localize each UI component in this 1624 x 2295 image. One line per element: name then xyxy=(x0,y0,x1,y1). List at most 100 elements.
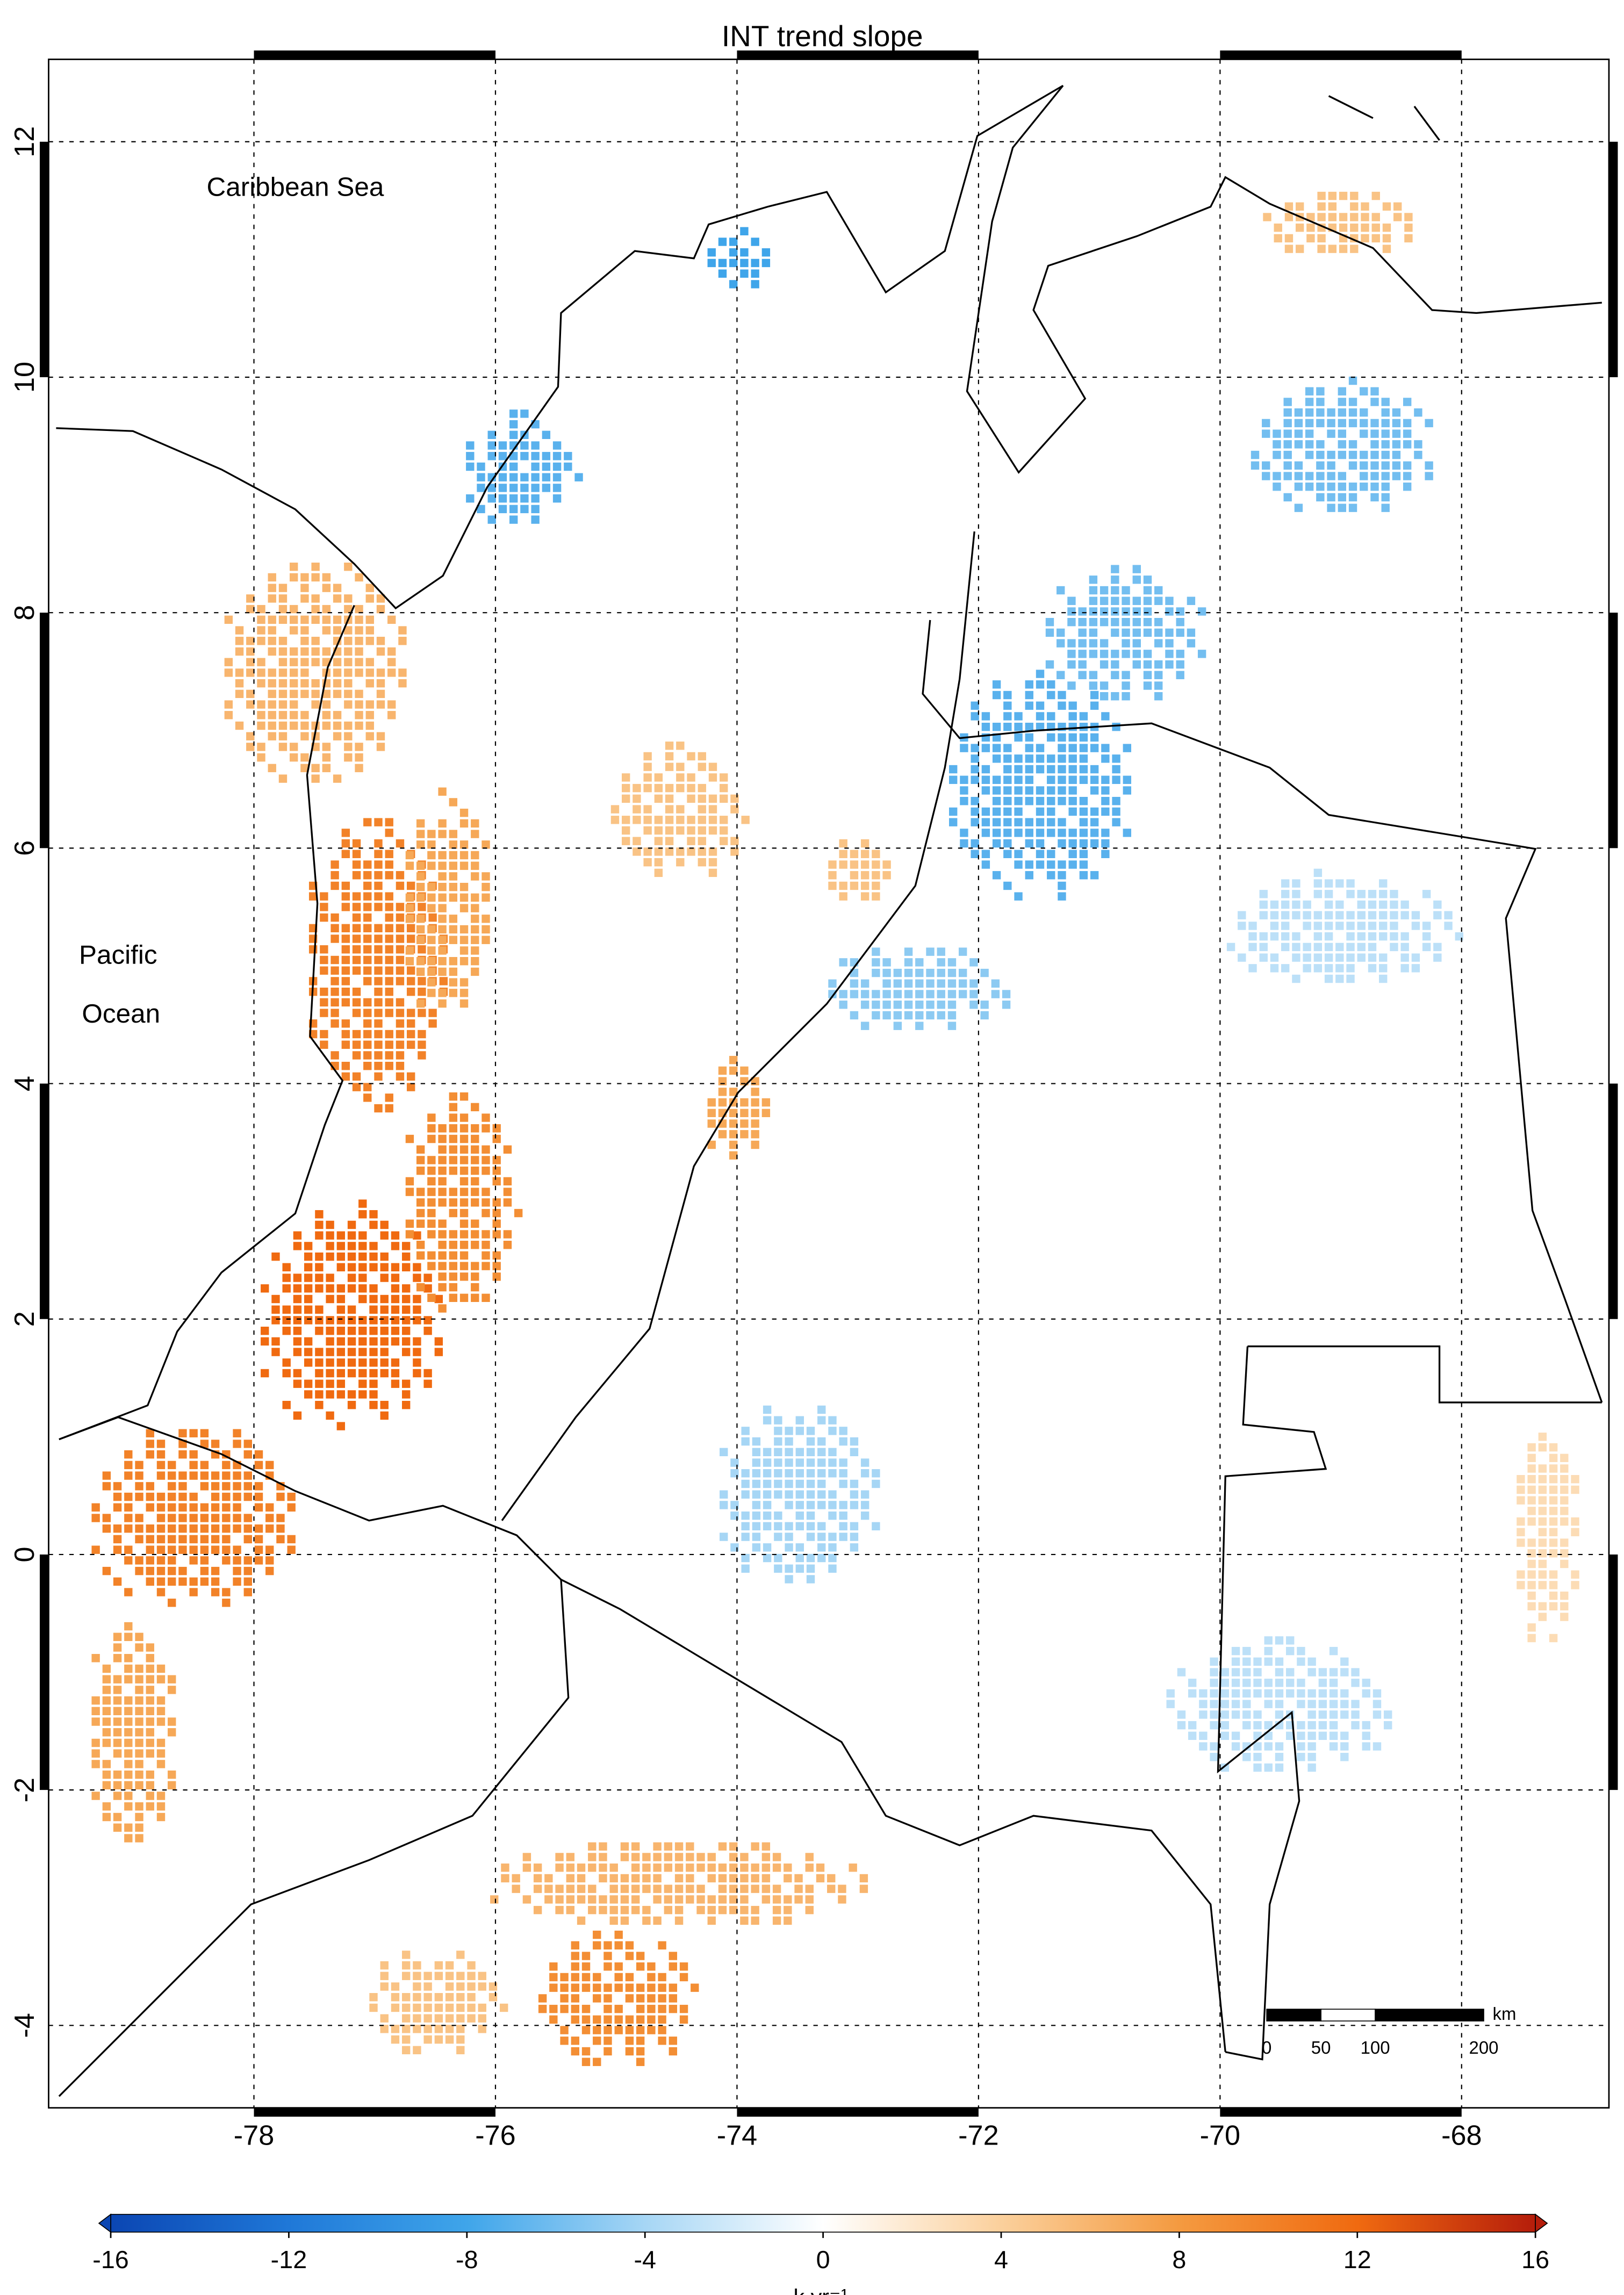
data-cell xyxy=(471,830,479,838)
data-cell xyxy=(603,2004,612,2013)
data-cell xyxy=(113,1717,122,1726)
data-cell xyxy=(91,1654,100,1663)
data-cell xyxy=(222,1599,231,1607)
data-cell xyxy=(1122,628,1130,637)
data-cell xyxy=(806,1511,815,1520)
data-cell xyxy=(418,945,426,954)
data-cell xyxy=(774,1458,782,1467)
data-cell xyxy=(1132,596,1141,605)
data-cell xyxy=(374,860,383,869)
data-cell xyxy=(341,881,350,890)
data-cell xyxy=(1571,1475,1579,1484)
data-cell xyxy=(320,903,328,911)
data-cell xyxy=(369,1252,378,1261)
data-cell xyxy=(1357,932,1366,941)
data-cell xyxy=(1527,1634,1536,1643)
data-cell xyxy=(1422,932,1431,941)
data-cell xyxy=(482,1251,490,1260)
data-cell xyxy=(520,494,529,503)
data-cell xyxy=(124,1654,133,1663)
data-cell xyxy=(720,794,728,803)
data-cell xyxy=(1270,953,1279,962)
data-cell xyxy=(113,1654,122,1663)
data-cell xyxy=(708,868,717,877)
data-cell xyxy=(333,679,342,688)
data-cell xyxy=(665,837,674,845)
data-cell xyxy=(265,1566,274,1575)
data-cell xyxy=(828,860,837,869)
data-cell xyxy=(676,805,685,814)
data-cell xyxy=(418,1030,426,1039)
data-cell xyxy=(981,807,990,816)
data-cell xyxy=(1339,244,1348,253)
data-cell xyxy=(1318,1668,1327,1677)
data-cell xyxy=(449,1241,458,1249)
data-cell xyxy=(751,258,759,268)
data-cell xyxy=(396,871,405,880)
data-cell xyxy=(707,1109,716,1118)
data-cell xyxy=(102,1760,111,1768)
data-cell xyxy=(1143,607,1152,616)
data-cell xyxy=(352,934,361,943)
data-cell xyxy=(326,1274,334,1282)
data-cell xyxy=(1560,1507,1569,1515)
data-cell xyxy=(1014,892,1023,901)
data-cell xyxy=(336,1294,346,1304)
data-cell xyxy=(1259,953,1268,962)
data-cell xyxy=(385,829,393,837)
data-cell xyxy=(113,1545,122,1554)
data-cell xyxy=(91,1503,100,1512)
data-cell xyxy=(352,839,361,848)
data-cell xyxy=(471,1188,479,1196)
data-cell xyxy=(1284,234,1294,243)
data-cell xyxy=(347,1400,356,1409)
data-cell xyxy=(344,689,353,699)
y-tick-label: 12 xyxy=(9,126,40,157)
data-cell xyxy=(333,668,342,677)
data-cell xyxy=(385,934,393,943)
data-cell xyxy=(222,1450,231,1459)
data-cell xyxy=(696,1864,705,1872)
data-cell xyxy=(124,1514,133,1522)
data-cell xyxy=(1231,1710,1240,1719)
data-cell xyxy=(960,829,968,837)
data-cell xyxy=(949,807,958,816)
data-cell xyxy=(344,637,353,645)
frame-bar xyxy=(1608,1083,1618,1319)
data-cell xyxy=(1392,440,1401,449)
data-cell xyxy=(1036,712,1045,721)
x-tick-label: -68 xyxy=(1441,2120,1482,2151)
data-cell xyxy=(135,1812,143,1822)
data-cell xyxy=(679,2015,688,2024)
data-cell xyxy=(456,2014,465,2023)
data-cell xyxy=(751,1088,759,1096)
data-cell xyxy=(947,979,957,988)
data-cell xyxy=(289,573,298,582)
data-cell xyxy=(1362,1689,1370,1698)
data-cell xyxy=(1003,722,1012,731)
data-cell xyxy=(311,689,320,699)
data-cell xyxy=(449,798,458,807)
data-cell xyxy=(1361,213,1369,221)
data-cell xyxy=(1295,244,1304,253)
data-cell xyxy=(1340,1731,1349,1740)
colorbar-label: k yr⁻¹ xyxy=(794,2284,849,2295)
data-cell xyxy=(1253,1721,1262,1730)
data-cell xyxy=(413,1337,421,1346)
data-cell xyxy=(654,826,663,835)
data-cell xyxy=(1379,932,1388,941)
data-cell xyxy=(333,658,342,666)
data-cell xyxy=(588,1842,597,1851)
data-cell xyxy=(763,1405,772,1414)
data-cell xyxy=(445,1972,454,1980)
data-cell xyxy=(795,1501,804,1509)
data-cell xyxy=(828,1511,837,1520)
data-cell xyxy=(1177,1710,1186,1719)
data-cell xyxy=(135,1556,143,1565)
data-cell xyxy=(1058,881,1066,890)
data-cell xyxy=(322,605,331,614)
data-cell xyxy=(243,1577,252,1586)
data-cell xyxy=(369,1210,378,1219)
data-cell xyxy=(1350,202,1359,211)
data-cell xyxy=(278,594,288,603)
